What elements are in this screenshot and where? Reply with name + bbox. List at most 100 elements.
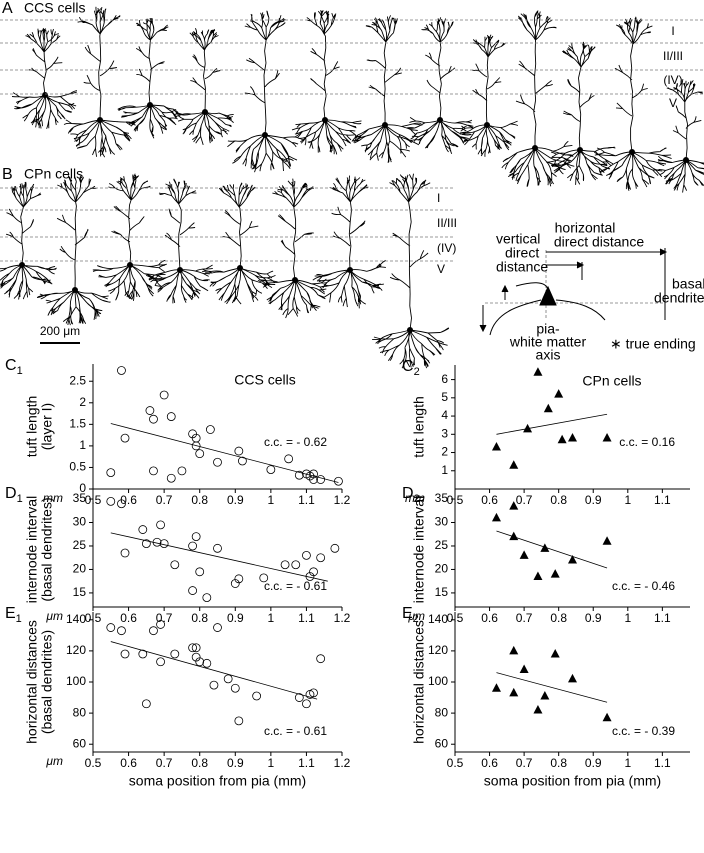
soma: [97, 117, 103, 123]
y-tick-label: 3: [441, 426, 448, 440]
point: [294, 470, 304, 480]
point: [141, 699, 151, 709]
x-tick-label: 0.8: [191, 611, 208, 625]
point: [166, 473, 176, 483]
point: [202, 593, 212, 603]
point: [523, 423, 533, 433]
point: [213, 543, 222, 553]
fit-line: [110, 532, 328, 582]
point: [302, 699, 311, 709]
x-tick-label: 0.6: [481, 493, 498, 507]
x-tick-label: 1.1: [654, 611, 671, 625]
soma: [292, 277, 298, 283]
neuron: [546, 41, 616, 185]
point: [191, 433, 201, 443]
panel-letter-main: C: [5, 357, 17, 374]
x-tick-label: 0.8: [550, 756, 567, 770]
x-tick-label: 0.8: [191, 756, 208, 770]
soma: [629, 149, 635, 155]
unit-label: μm: [407, 609, 425, 623]
panel-letter-main: C: [402, 358, 414, 375]
correlation: c.c. = - 0.61: [264, 579, 327, 593]
soma: [237, 265, 243, 271]
point: [191, 532, 201, 541]
x-tick-label: 0.7: [156, 611, 173, 625]
x-tick-label: 0.5: [447, 756, 464, 770]
neuron: [146, 178, 213, 304]
y-axis-label: internode interval: [411, 496, 427, 603]
fit-line: [110, 641, 318, 700]
point: [557, 434, 567, 444]
point: [509, 460, 519, 469]
panel-letter-main: E: [402, 605, 413, 622]
point: [195, 657, 205, 667]
y-tick-label: 60: [435, 736, 449, 750]
neuron: [36, 175, 111, 326]
schematic-label: horizontal: [555, 220, 616, 236]
point: [177, 466, 187, 476]
point: [188, 643, 198, 653]
soma: [202, 109, 208, 115]
soma: [382, 122, 388, 128]
point: [237, 456, 247, 466]
point: [156, 657, 165, 667]
y-axis-label: (layer I): [39, 403, 55, 450]
point: [120, 548, 130, 558]
point: [550, 569, 560, 578]
x-tick-label: 0.9: [227, 611, 244, 625]
layer-label: II/III: [437, 216, 457, 230]
panel-letter: A: [2, 0, 13, 17]
layer-label: I: [671, 24, 674, 38]
annotation: CPn cells: [582, 373, 641, 389]
y-tick-label: 120: [428, 643, 448, 657]
neuron: [372, 173, 450, 369]
point: [509, 531, 519, 541]
panel-letter: E2: [402, 605, 419, 625]
point: [152, 537, 162, 547]
x-tick-label: 1: [268, 493, 275, 507]
neuron: [291, 9, 362, 155]
y-tick-label: 100: [66, 674, 86, 688]
correlation: c.c. = - 0.46: [612, 579, 675, 593]
x-tick-label: 1: [624, 611, 631, 625]
point: [316, 475, 326, 484]
fit-line: [110, 423, 339, 483]
neuron: [257, 178, 328, 319]
correlation: c.c. = - 0.39: [612, 724, 675, 738]
point: [291, 560, 301, 570]
point: [234, 574, 244, 584]
point: [554, 389, 564, 398]
schematic-label: vertical: [496, 231, 540, 247]
schematic-label: ∗ true ending: [610, 336, 696, 352]
y-tick-label: 25: [435, 538, 449, 552]
x-tick-label: 0.5: [85, 756, 102, 770]
soma: [127, 262, 133, 268]
y-tick-label: 5: [441, 390, 448, 404]
schematic-label: pia-: [536, 321, 560, 337]
schematic-label: dendrites: [654, 290, 704, 306]
point: [309, 475, 318, 484]
point: [202, 658, 212, 668]
point: [230, 579, 240, 588]
y-tick-label: 2: [79, 395, 86, 409]
soma: [19, 262, 25, 268]
point: [568, 555, 577, 564]
point: [266, 465, 276, 475]
point: [568, 432, 577, 442]
y-tick-label: 2: [441, 445, 448, 459]
point: [491, 442, 501, 451]
point: [117, 499, 126, 509]
y-tick-label: 20: [435, 562, 449, 576]
point: [106, 468, 116, 478]
soma: [577, 147, 583, 153]
fit-line: [496, 672, 608, 703]
neuron: [11, 27, 78, 129]
point: [156, 520, 165, 530]
point: [170, 649, 180, 659]
point: [213, 623, 222, 632]
point: [159, 539, 169, 549]
unit-label: μm: [45, 754, 63, 768]
x-tick-label: 1.1: [298, 493, 315, 507]
layer-label: (IV): [663, 73, 682, 87]
point: [533, 571, 543, 580]
